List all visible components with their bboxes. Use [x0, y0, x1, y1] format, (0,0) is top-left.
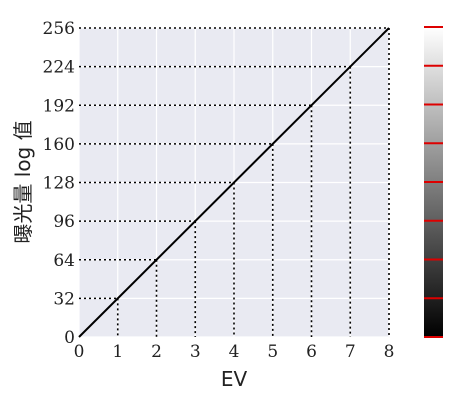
y-tick-label: 160 [43, 135, 75, 155]
y-tick-label: 0 [64, 328, 75, 348]
y-tick-label: 32 [53, 289, 75, 309]
x-axis-ticks: 0 1 2 3 4 5 6 7 8 [74, 342, 395, 362]
y-axis-ticks: 0 32 64 96 128 160 192 224 256 [43, 19, 75, 348]
y-tick-label: 192 [43, 96, 75, 116]
x-tick-label: 7 [345, 342, 356, 362]
x-tick-label: 1 [112, 342, 123, 362]
series-layer [78, 27, 390, 338]
y-tick-label: 96 [53, 212, 75, 232]
series-line [78, 27, 390, 338]
y-axis-label: 曝光量 log 值 [11, 120, 35, 243]
x-tick-label: 8 [384, 342, 395, 362]
x-tick-label: 0 [74, 342, 85, 362]
y-tick-label: 224 [43, 58, 75, 78]
guide-lines [79, 27, 390, 337]
x-tick-label: 2 [151, 342, 162, 362]
y-tick-label: 128 [43, 174, 75, 194]
y-tick-label: 64 [53, 251, 75, 271]
colorbar [424, 26, 443, 338]
x-axis-label: EV [221, 367, 248, 391]
x-tick-label: 3 [190, 342, 201, 362]
x-tick-label: 6 [306, 342, 317, 362]
x-tick-label: 5 [267, 342, 278, 362]
x-tick-label: 4 [229, 342, 240, 362]
y-tick-label: 256 [43, 19, 75, 39]
